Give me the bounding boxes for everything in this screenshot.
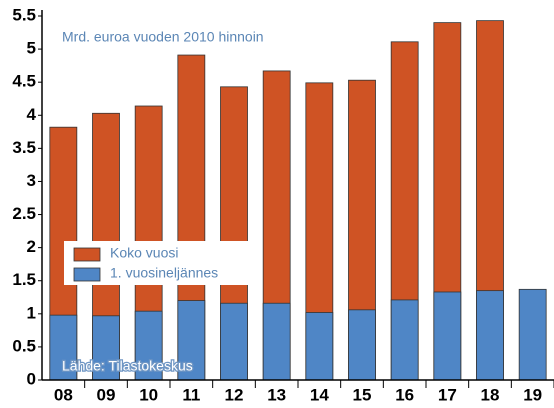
y-tick-label: 3 [27, 171, 36, 190]
bar [476, 290, 504, 381]
y-tick-label: 0 [27, 369, 36, 388]
x-tick-label: 09 [97, 385, 116, 404]
y-tick-label: 5 [27, 39, 36, 58]
source-note: Lähde: Tilastokeskus [62, 358, 193, 374]
y-tick-label: 0.5 [12, 336, 36, 355]
y-tick-label: 1.5 [12, 270, 36, 289]
bar [49, 314, 78, 381]
bar [433, 291, 462, 381]
bar [518, 288, 547, 381]
bar [305, 312, 334, 381]
x-tick-label: 15 [353, 385, 372, 404]
x-tick-label: 18 [481, 385, 500, 404]
bar [390, 299, 419, 381]
y-tick-label: 3.5 [12, 138, 36, 157]
x-tick-label: 12 [225, 385, 244, 404]
x-tick-label: 19 [523, 385, 542, 404]
legend-label: Koko vuosi [110, 245, 178, 261]
bar [262, 302, 291, 381]
x-tick-label: 14 [310, 385, 329, 404]
legend-swatch [73, 247, 101, 262]
y-tick-label: 4 [27, 105, 37, 124]
legend-label: 1. vuosineljännes [110, 265, 218, 281]
x-tick-label: 11 [182, 385, 200, 404]
bar [220, 302, 248, 381]
y-tick-label: 2 [27, 237, 36, 256]
x-tick-label: 17 [438, 385, 457, 404]
unit-note: Mrd. euroa vuoden 2010 hinnoin [62, 29, 264, 45]
bar [348, 309, 376, 381]
legend-swatch [73, 267, 101, 282]
x-tick-label: 08 [54, 385, 73, 404]
x-tick-label: 16 [395, 385, 414, 404]
y-tick-label: 2.5 [12, 204, 36, 223]
x-tick-label: 10 [139, 385, 158, 404]
y-tick-label: 1 [27, 303, 36, 322]
x-tick-label: 13 [267, 385, 286, 404]
y-tick-label: 4.5 [12, 72, 36, 91]
y-tick-label: 5.5 [12, 5, 36, 24]
